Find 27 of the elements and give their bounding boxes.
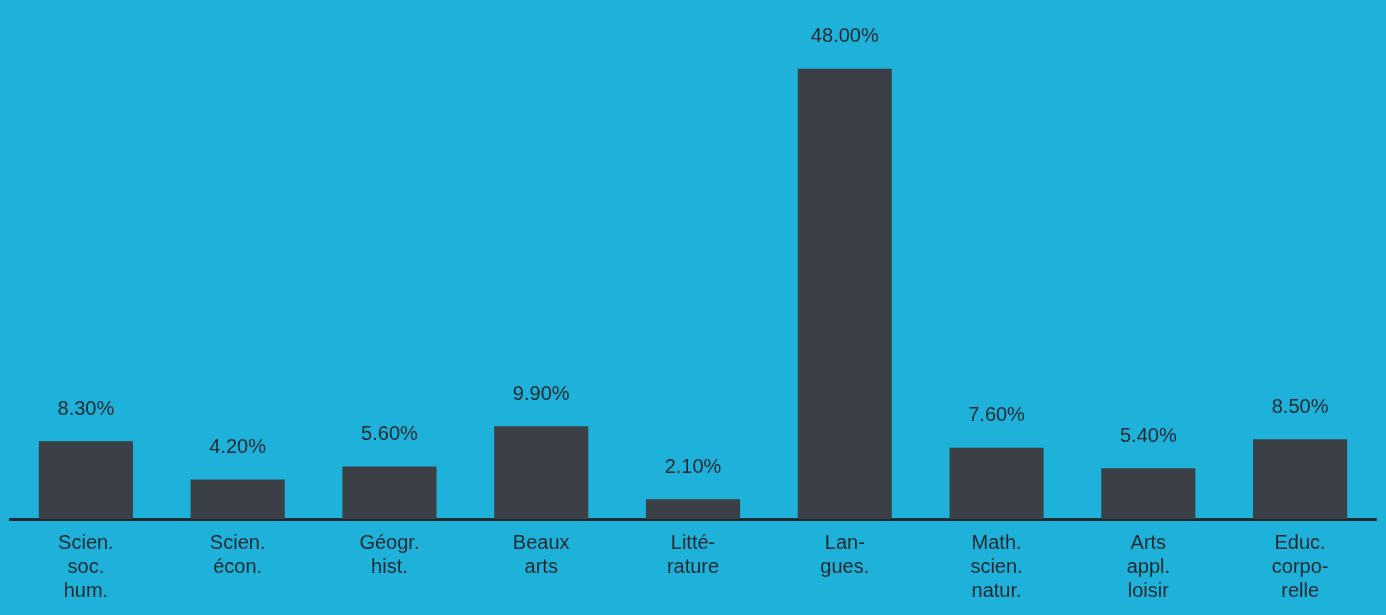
data-label: 5.40%: [1119, 423, 1177, 446]
data-label: 5.60%: [361, 421, 419, 444]
bar: [645, 499, 741, 519]
x-tick-label: Educ. corpo- relle: [1271, 530, 1329, 601]
bar: [797, 68, 892, 519]
x-tick-label: Géogr. hist.: [359, 530, 420, 577]
x-tick-label: Scien. écon.: [209, 530, 266, 577]
data-label: 48.00%: [810, 24, 879, 47]
x-tick-label: Litté- rature: [666, 530, 720, 577]
data-label: 8.30%: [57, 396, 115, 419]
data-label: 8.50%: [1271, 394, 1329, 417]
bar: [1253, 439, 1348, 519]
x-tick-label: Math. scien. natur.: [970, 530, 1023, 601]
data-label: 9.90%: [512, 381, 570, 404]
x-tick-label: Scien. soc. hum.: [58, 530, 114, 601]
x-tick-label: Arts appl. loisir: [1126, 530, 1171, 601]
bar: [1101, 468, 1196, 519]
bar: [494, 426, 589, 519]
x-tick-label: Lan- gues.: [820, 530, 870, 577]
bar: [190, 479, 285, 519]
data-label: 7.60%: [968, 403, 1026, 426]
data-label: 2.10%: [664, 454, 722, 477]
data-label: 4.20%: [209, 435, 267, 458]
bar: [949, 447, 1044, 519]
bar: [38, 441, 133, 519]
x-tick-label: Beaux arts: [512, 530, 570, 577]
bar: [342, 466, 437, 519]
